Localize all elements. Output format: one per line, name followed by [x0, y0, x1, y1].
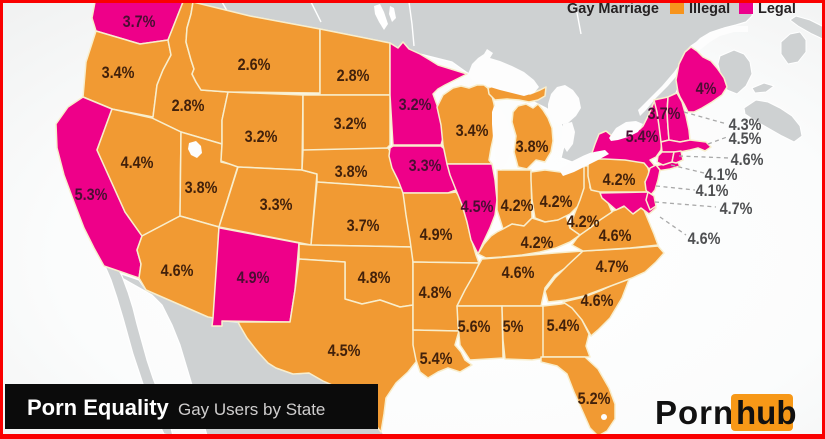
svg-text:3.2%: 3.2%	[245, 128, 278, 146]
svg-text:3.3%: 3.3%	[409, 157, 442, 175]
svg-text:5%: 5%	[503, 318, 524, 336]
svg-text:4.2%: 4.2%	[540, 193, 573, 211]
svg-text:5.3%: 5.3%	[75, 186, 108, 204]
svg-text:4.1%: 4.1%	[705, 166, 738, 184]
svg-text:hub: hub	[736, 394, 796, 431]
svg-text:4.7%: 4.7%	[596, 258, 629, 276]
svg-text:3.8%: 3.8%	[185, 179, 218, 197]
svg-text:4.5%: 4.5%	[461, 198, 494, 216]
svg-text:4.1%: 4.1%	[696, 182, 729, 200]
svg-text:4.9%: 4.9%	[420, 226, 453, 244]
svg-text:4.6%: 4.6%	[502, 264, 535, 282]
svg-text:4.8%: 4.8%	[419, 284, 452, 302]
svg-text:3.4%: 3.4%	[456, 122, 489, 140]
svg-text:3.8%: 3.8%	[516, 138, 549, 156]
svg-text:3.7%: 3.7%	[347, 217, 380, 235]
svg-text:4.5%: 4.5%	[729, 130, 762, 148]
svg-text:4.6%: 4.6%	[161, 262, 194, 280]
svg-text:4.5%: 4.5%	[328, 342, 361, 360]
svg-text:4.2%: 4.2%	[603, 171, 636, 189]
svg-text:4.8%: 4.8%	[358, 269, 391, 287]
svg-text:4.2%: 4.2%	[501, 197, 534, 215]
svg-text:3.7%: 3.7%	[123, 13, 156, 31]
svg-text:3.7%: 3.7%	[648, 105, 681, 123]
svg-text:4%: 4%	[696, 80, 717, 98]
svg-text:4.3%: 4.3%	[729, 116, 762, 134]
svg-text:5.6%: 5.6%	[458, 318, 491, 336]
svg-text:Legal: Legal	[758, 1, 796, 17]
svg-text:5.4%: 5.4%	[626, 128, 659, 146]
svg-text:Porn: Porn	[655, 394, 734, 431]
svg-text:5.4%: 5.4%	[420, 350, 453, 368]
svg-text:2.6%: 2.6%	[238, 56, 271, 74]
svg-text:3.2%: 3.2%	[334, 115, 367, 133]
svg-text:5.2%: 5.2%	[578, 390, 611, 408]
svg-text:3.3%: 3.3%	[260, 196, 293, 214]
svg-text:3.2%: 3.2%	[399, 96, 432, 114]
svg-text:4.2%: 4.2%	[567, 213, 600, 231]
svg-text:Gay Users by State: Gay Users by State	[178, 400, 325, 419]
svg-text:4.6%: 4.6%	[581, 292, 614, 310]
svg-text:Illegal: Illegal	[689, 1, 730, 17]
svg-text:3.4%: 3.4%	[102, 64, 135, 82]
svg-text:Porn Equality: Porn Equality	[27, 395, 170, 420]
svg-text:2.8%: 2.8%	[337, 67, 370, 85]
svg-text:4.6%: 4.6%	[688, 230, 721, 248]
svg-text:2.8%: 2.8%	[172, 97, 205, 115]
svg-text:4.4%: 4.4%	[121, 154, 154, 172]
svg-text:Gay Marriage: Gay Marriage	[567, 1, 659, 17]
svg-text:4.6%: 4.6%	[599, 227, 632, 245]
svg-text:4.2%: 4.2%	[521, 234, 554, 252]
svg-text:4.6%: 4.6%	[731, 151, 764, 169]
svg-text:4.7%: 4.7%	[720, 200, 753, 218]
svg-text:4.9%: 4.9%	[237, 269, 270, 287]
svg-text:3.8%: 3.8%	[335, 163, 368, 181]
svg-text:5.4%: 5.4%	[547, 317, 580, 335]
